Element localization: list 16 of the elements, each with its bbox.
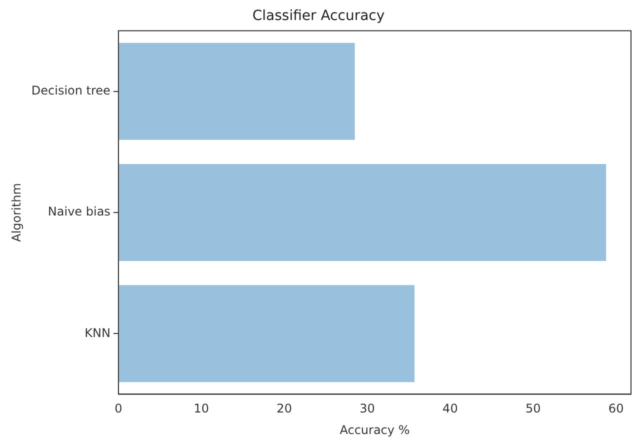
x-tick-label: 10 (194, 402, 210, 416)
y-tick-label: Naive bias (48, 204, 110, 219)
y-tick-label: Decision tree (31, 83, 110, 98)
x-tick-label: 20 (276, 402, 292, 416)
bar (118, 285, 415, 382)
x-tick-label: 60 (608, 402, 624, 416)
x-tick-label: 0 (114, 402, 122, 416)
x-tick-label: 50 (525, 402, 541, 416)
chart-title: Classifier Accuracy (252, 8, 385, 24)
bar (118, 164, 606, 261)
y-axis-title: Algorithm (9, 183, 24, 242)
y-tick-label: KNN (84, 326, 110, 340)
x-tick-label: 30 (360, 402, 375, 416)
x-tick-label: 40 (442, 402, 458, 416)
x-axis-title: Accuracy % (340, 422, 410, 437)
bar (118, 42, 355, 140)
